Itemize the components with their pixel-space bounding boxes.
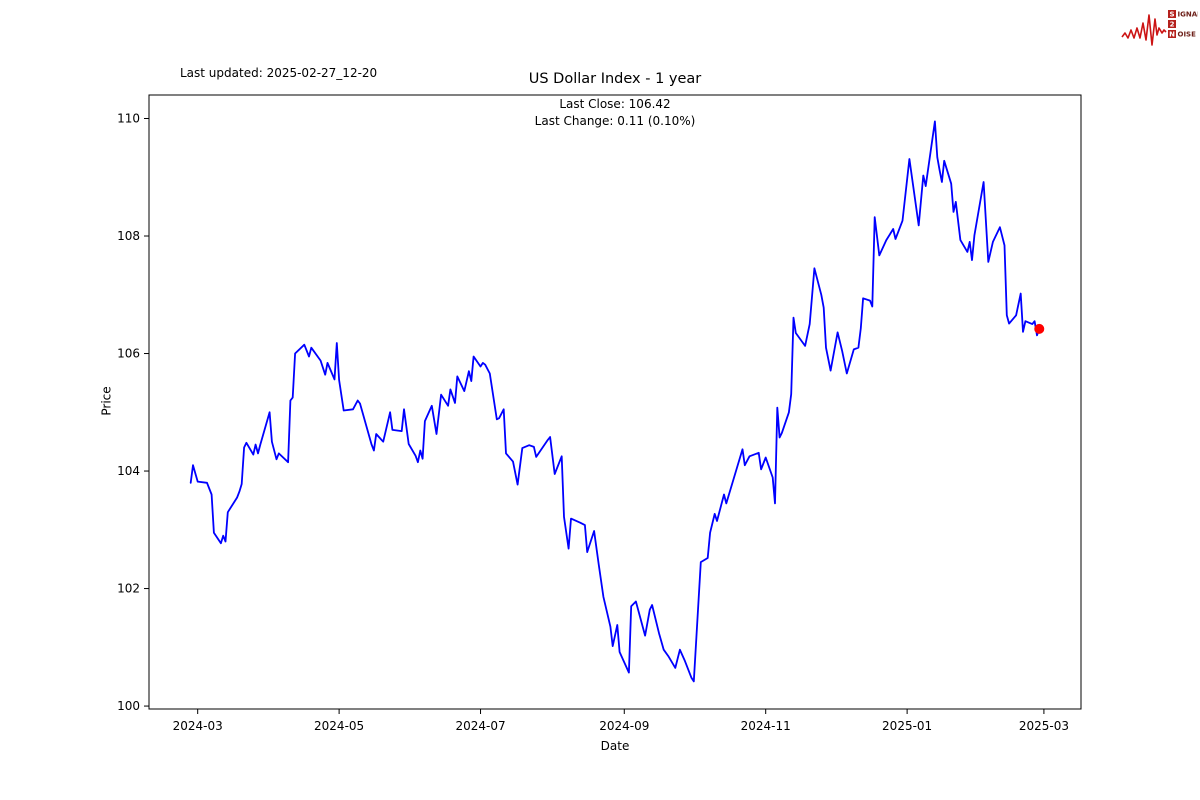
plot-border: [148, 94, 1082, 710]
waveform-icon: [1121, 14, 1167, 46]
x-tick-label: 2025-03: [1019, 719, 1069, 733]
y-tick-label: 108: [117, 229, 140, 243]
y-tick-label: 106: [117, 347, 140, 361]
logo-box-2: [1168, 20, 1176, 28]
price-line-chart: 2024-03 2024-05 2024-07 2024-09 2024-11 2025-…: [117, 94, 1082, 733]
x-tick-label: 2025-01: [882, 719, 932, 733]
logo-box-s: [1168, 10, 1176, 18]
last-close-annotation: Last Close: 106.42 Last Change: 0.11 (0.…: [315, 96, 915, 130]
x-tick-label: 2024-05: [314, 719, 364, 733]
logo-letter-s: S: [1169, 11, 1174, 19]
x-tick-label: 2024-09: [599, 719, 649, 733]
y-tick-label: 110: [117, 112, 140, 126]
logo-letter-n: N: [1169, 31, 1175, 39]
y-tick-label: 100: [117, 699, 140, 713]
x-axis-label: Date: [600, 739, 630, 753]
chart-title: US Dollar Index - 1 year: [528, 71, 702, 87]
logo-word-signal: IGNAL: [1178, 11, 1199, 19]
x-tick-label: 2024-11: [741, 719, 791, 733]
x-tick-label: 2024-03: [173, 719, 223, 733]
x-tick-label: 2024-07: [455, 719, 505, 733]
y-tick-label: 102: [117, 582, 140, 596]
y-tick-label: 104: [117, 464, 140, 478]
logo-word-noise: OISE: [1178, 31, 1197, 39]
logo-letter-2: 2: [1170, 21, 1175, 29]
last-change-line: Last Change: 0.11 (0.10%): [534, 114, 696, 128]
y-axis-label: Price: [99, 386, 114, 416]
signal2noise-logo: S IGNAL 2 N OISE: [1121, 10, 1199, 46]
last-close-marker: [1034, 323, 1045, 334]
price-line-series: [189, 120, 1041, 683]
logo-box-n: [1168, 30, 1176, 38]
last-close-line: Last Close: 106.42: [559, 97, 671, 111]
last-updated-text: Last updated: 2025-02-27_12-20: [180, 66, 378, 80]
